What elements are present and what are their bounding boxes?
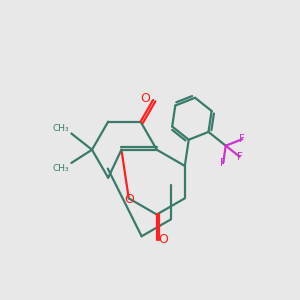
- Text: F: F: [237, 152, 242, 162]
- Text: CH₃: CH₃: [52, 124, 69, 133]
- Text: F: F: [220, 158, 226, 168]
- Text: CH₃: CH₃: [52, 164, 69, 173]
- Text: O: O: [158, 233, 168, 246]
- Text: O: O: [140, 92, 150, 105]
- Text: F: F: [239, 134, 245, 144]
- Text: O: O: [124, 193, 134, 206]
